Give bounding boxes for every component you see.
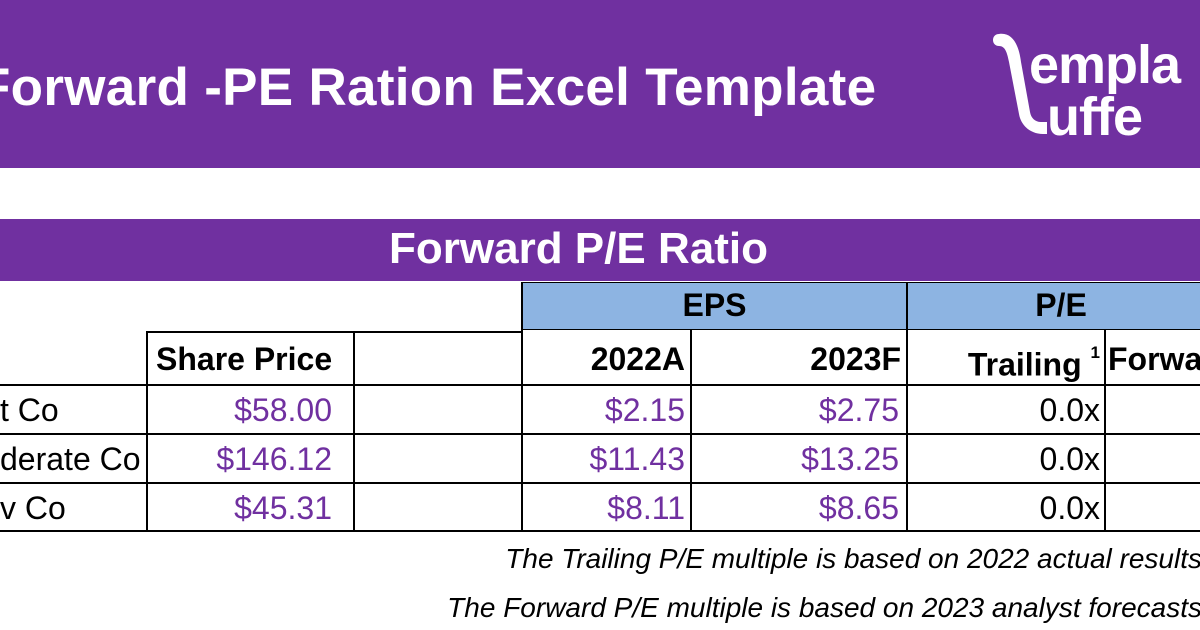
table-title-bar: Forward P/E Ratio xyxy=(0,219,1200,281)
forward-header: Forward xyxy=(1108,341,1200,377)
eps-2022-header: 2022A xyxy=(590,341,685,377)
company-name: derate Co xyxy=(0,441,141,477)
share-price-value: $58.00 xyxy=(234,392,332,428)
grid-line xyxy=(906,282,908,531)
logo-text-top: empla xyxy=(1029,35,1181,95)
logo-text-bottom: uffe xyxy=(1047,87,1143,147)
grid-line xyxy=(690,330,692,531)
grid-line xyxy=(0,530,1200,532)
trailing-pe-value: 0.0x xyxy=(1039,441,1100,477)
eps-2022-value: $11.43 xyxy=(589,441,686,477)
grid-line xyxy=(353,331,355,531)
eps-2022-value: $8.11 xyxy=(607,490,685,526)
grid-line xyxy=(1104,330,1106,531)
eps-2023-value: $8.65 xyxy=(818,490,899,526)
eps-2023-value: $13.25 xyxy=(801,441,899,477)
page-title: Forward -PE Ration Excel Template xyxy=(0,58,877,117)
grid-line xyxy=(146,331,522,333)
ladle-icon xyxy=(993,33,1047,135)
company-name: t Co xyxy=(0,392,59,428)
company-name: v Co xyxy=(0,490,66,526)
eps-2023-header: 2023F xyxy=(810,341,901,377)
share-price-header: Share Price xyxy=(156,341,333,377)
trailing-header: Trailing 1 xyxy=(908,334,1100,384)
grid-line xyxy=(0,482,1200,484)
eps-2023-value: $2.75 xyxy=(818,392,899,428)
trailing-footnote-marker: 1 xyxy=(1090,343,1100,362)
eps-2022-value: $2.15 xyxy=(604,392,685,428)
trailing-pe-value: 0.0x xyxy=(1039,392,1100,428)
header-banner: Forward -PE Ration Excel Template empla … xyxy=(0,0,1200,168)
eps-group-header: EPS xyxy=(522,282,907,330)
trailing-footnote: The Trailing P/E multiple is based on 20… xyxy=(505,543,1200,574)
table-title: Forward P/E Ratio xyxy=(389,224,768,273)
share-price-value: $45.31 xyxy=(234,490,332,526)
template-buffet-logo: empla uffe xyxy=(985,22,1200,152)
trailing-header-label: Trailing xyxy=(967,346,1082,383)
share-price-value: $146.12 xyxy=(216,441,332,477)
grid-line xyxy=(0,384,1200,386)
forward-footnote: The Forward P/E multiple is based on 202… xyxy=(447,592,1200,623)
pe-group-header: P/E xyxy=(906,282,1200,330)
grid-line xyxy=(0,433,1200,435)
grid-line xyxy=(521,282,523,531)
trailing-pe-value: 0.0x xyxy=(1039,490,1100,526)
grid-line xyxy=(146,331,148,531)
